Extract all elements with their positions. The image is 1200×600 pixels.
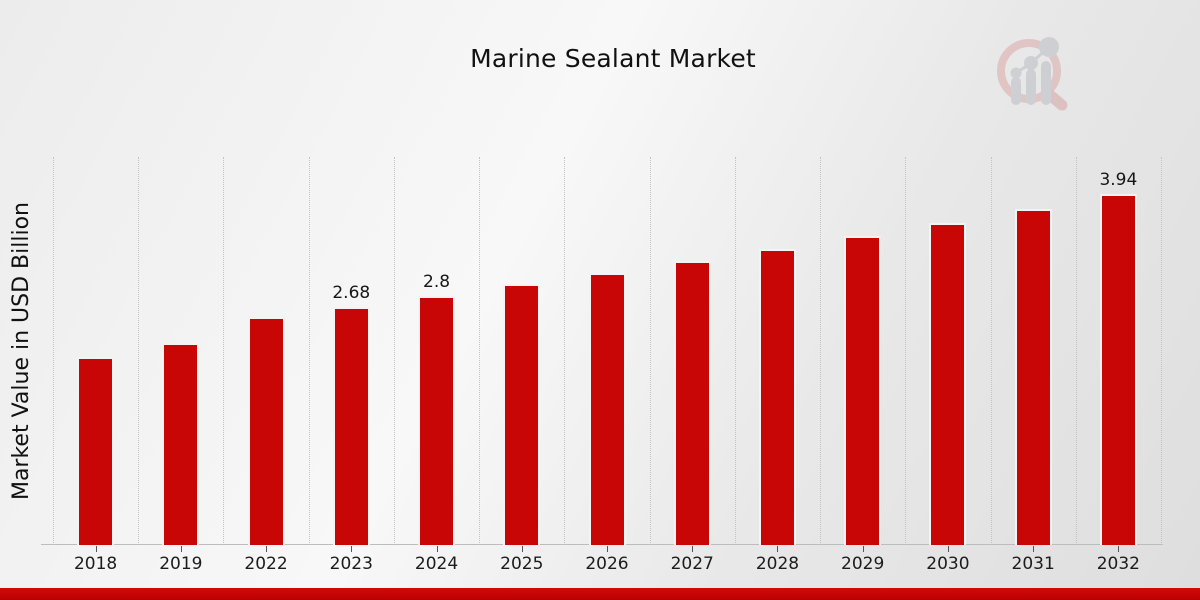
gridline <box>564 157 566 545</box>
gridline <box>649 157 651 545</box>
value-label-2032: 3.94 <box>1099 170 1138 191</box>
bar-2028 <box>758 248 796 545</box>
gridline <box>905 157 907 545</box>
gridline <box>223 157 225 545</box>
bar-2027 <box>673 261 711 545</box>
y-axis-label: Market Value in USD Billion <box>8 201 34 501</box>
gridline <box>53 157 54 545</box>
x-tick-2028 <box>777 546 779 552</box>
bar-2030 <box>929 222 967 545</box>
x-label-2019: 2019 <box>159 554 203 574</box>
x-label-2026: 2026 <box>585 554 629 574</box>
bar-2031 <box>1014 208 1052 545</box>
x-label-2028: 2028 <box>755 554 800 574</box>
x-tick-2027 <box>692 546 694 552</box>
x-label-2030: 2030 <box>926 554 970 574</box>
x-tick-2030 <box>947 546 949 552</box>
footer-accent-bar <box>0 588 1200 600</box>
bar-2018 <box>77 357 115 545</box>
gridline <box>990 157 992 545</box>
x-label-2022: 2022 <box>244 554 288 574</box>
gridline <box>308 157 310 545</box>
x-tick-2029 <box>862 546 864 552</box>
gridline <box>479 157 481 545</box>
bar-2029 <box>844 236 882 545</box>
x-tick-2024 <box>436 546 438 552</box>
chart-title: Marine Sealant Market <box>470 44 756 73</box>
x-tick-2031 <box>1033 546 1035 552</box>
x-tick-2022 <box>266 546 268 552</box>
gridline <box>138 157 140 545</box>
bar-2025 <box>503 284 541 545</box>
magnifier-bar-chart-logo-icon <box>997 37 1068 111</box>
x-label-2025: 2025 <box>500 554 544 574</box>
x-tick-2025 <box>521 546 523 552</box>
x-label-2032: 2032 <box>1096 554 1140 574</box>
y-axis-label-wrap: Market Value in USD Billion <box>4 157 38 545</box>
value-label-2023: 2.68 <box>332 282 371 303</box>
gridline <box>1075 157 1077 545</box>
plot-area: 2018 2019 2022 2023 2.68 2024 2.8 2025 2026 2027 2… <box>41 157 1163 574</box>
x-label-2029: 2029 <box>841 554 885 574</box>
x-tick-2023 <box>351 546 353 552</box>
value-label-2024: 2.8 <box>423 271 451 292</box>
x-tick-2026 <box>607 546 608 552</box>
x-tick-2018 <box>95 546 97 552</box>
bar-2032 <box>1099 194 1137 545</box>
x-label-2027: 2027 <box>670 554 714 574</box>
gridline <box>734 157 736 545</box>
x-label-2024: 2024 <box>414 554 459 574</box>
x-tick-2019 <box>180 546 182 552</box>
bar-2026 <box>588 272 626 545</box>
bar-2022 <box>247 317 285 545</box>
x-label-2018: 2018 <box>73 554 118 574</box>
bar-2023 <box>332 306 370 545</box>
gridline <box>1161 157 1162 545</box>
x-label-2031: 2031 <box>1011 554 1055 574</box>
x-tick-2032 <box>1118 546 1120 552</box>
bar-2019 <box>162 343 200 545</box>
bar-2024 <box>418 295 456 545</box>
gridline <box>393 157 395 545</box>
gridline <box>820 157 822 545</box>
x-label-2023: 2023 <box>329 554 373 574</box>
